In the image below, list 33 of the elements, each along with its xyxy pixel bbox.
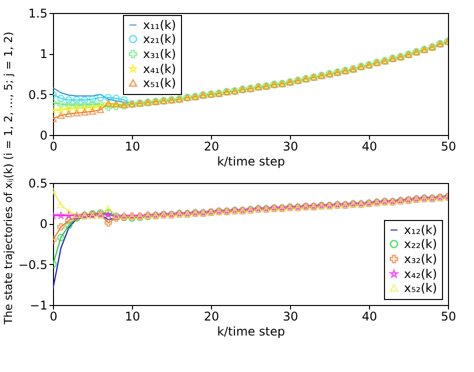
legend-label: x₃₁(k) xyxy=(143,47,176,61)
y-tick-label: 1 xyxy=(40,47,48,62)
x-tick-label: 50 xyxy=(440,140,456,154)
y-tick-label: 0.5 xyxy=(28,88,48,102)
y-tick-label: −1 xyxy=(30,298,48,312)
y-tick-label: 0 xyxy=(40,217,48,232)
y-tick-label: 0.5 xyxy=(28,176,48,190)
y-tick-label: −0.5 xyxy=(18,258,48,272)
x-axis-title: k/time step xyxy=(217,324,285,338)
x-tick-label: 30 xyxy=(282,310,298,324)
legend-label: x₅₁(k) xyxy=(143,76,176,90)
legend-label: x₁₂(k) xyxy=(404,223,438,237)
x-tick-label: 0 xyxy=(50,310,58,324)
y-tick-label: 0 xyxy=(40,128,48,142)
y-axis-title: The state trajectories of xᵢⱼ(k) (i = 1, 2, …, 5; j = 1, 2) xyxy=(2,32,15,326)
x-tick-label: 0 xyxy=(50,140,58,154)
legend-label: x₂₁(k) xyxy=(143,32,176,46)
x-tick-label: 10 xyxy=(124,310,140,324)
x-tick-label: 40 xyxy=(362,310,378,324)
x-axis-title: k/time step xyxy=(217,154,285,168)
legend-label: x₄₁(k) xyxy=(143,62,176,76)
legend-label: x₅₂(k) xyxy=(404,281,438,295)
x-tick-label: 10 xyxy=(124,140,140,154)
x-tick-label: 20 xyxy=(204,140,220,154)
x-tick-label: 50 xyxy=(440,310,456,324)
x-tick-label: 40 xyxy=(362,140,378,154)
legend-label: x₄₂(k) xyxy=(404,267,438,281)
legend-label: x₂₂(k) xyxy=(404,237,438,251)
x-tick-label: 20 xyxy=(204,310,220,324)
legend-label: x₁₁(k) xyxy=(143,18,176,32)
y-tick-label: 1.5 xyxy=(28,6,48,20)
legend-label: x₃₂(k) xyxy=(404,252,438,266)
x-tick-label: 30 xyxy=(282,140,298,154)
